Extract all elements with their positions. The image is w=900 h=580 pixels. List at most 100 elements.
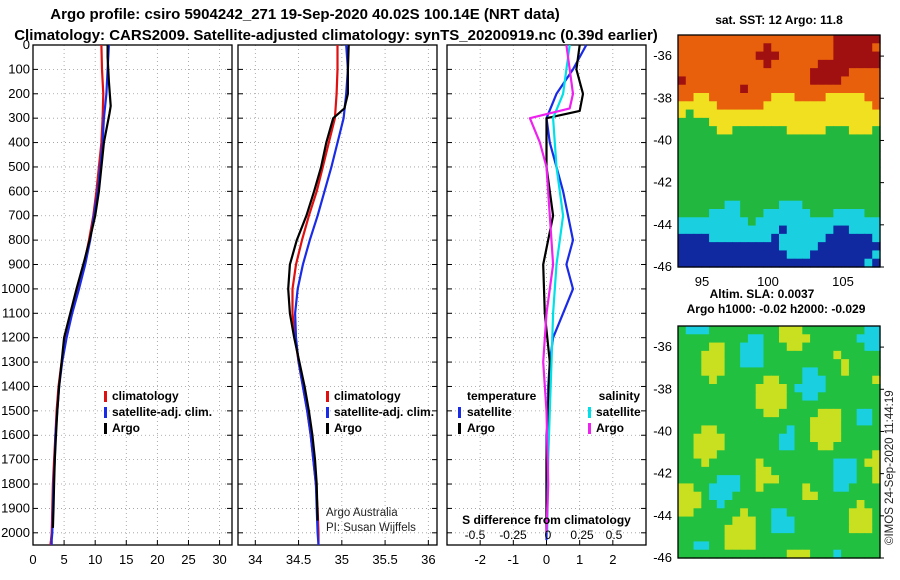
map-cell (747, 533, 757, 543)
map-cell (794, 225, 803, 235)
map-cell (786, 508, 796, 518)
map-cell (693, 384, 702, 393)
map-cell (786, 68, 796, 78)
map-cell (685, 101, 695, 111)
map-cell (755, 142, 765, 152)
map-cell (724, 68, 733, 78)
map-cell (763, 425, 772, 435)
map-cell (872, 425, 881, 435)
map-cell (755, 134, 765, 144)
map-cell (817, 142, 827, 152)
map-cell (724, 167, 733, 177)
map-cell (802, 68, 811, 78)
map-cell (825, 134, 834, 144)
map-cell (693, 326, 702, 335)
map-cell (794, 326, 803, 335)
map-cell (740, 142, 749, 152)
map-cell (825, 342, 834, 352)
map-cell (872, 209, 881, 218)
map-cell (872, 217, 881, 227)
map-cell (732, 342, 741, 352)
map-cell (825, 524, 834, 534)
map-cell (685, 483, 695, 493)
map-cell (833, 233, 842, 243)
legend-swatch (458, 423, 461, 434)
map-cell (763, 258, 772, 268)
map-cell (678, 500, 687, 509)
map-cell (856, 350, 866, 360)
map-cell (716, 233, 726, 243)
map-cell (701, 184, 710, 194)
map-cell (864, 242, 873, 252)
map-cell (864, 167, 873, 177)
map-cell (872, 466, 881, 476)
x-tick-label: -1 (508, 552, 520, 567)
map-cell (701, 151, 710, 160)
map-cell (716, 134, 726, 144)
map-cell (693, 142, 702, 152)
x-tick-label: 35.5 (372, 552, 397, 567)
map-cell (771, 35, 780, 44)
map-cell (740, 258, 749, 268)
map-cell (732, 367, 741, 377)
map-cell (701, 93, 710, 102)
map-cell (755, 516, 765, 526)
map-cell (716, 334, 726, 344)
map-cell (864, 417, 873, 427)
map-cell (747, 117, 757, 127)
map-cell (678, 442, 687, 451)
map-cell (833, 458, 842, 468)
legend-swatch (588, 423, 591, 434)
map-x-tick-label: 95 (695, 274, 709, 289)
map-cell (779, 209, 788, 218)
map-cell (732, 326, 741, 335)
map-cell (841, 516, 850, 526)
map-cell (802, 458, 811, 468)
x-tick-label: -2 (474, 552, 486, 567)
map-cell (716, 84, 726, 94)
map-cell (856, 541, 866, 551)
secondary-x-tick-label: -0.5 (465, 528, 486, 542)
map-cell (747, 359, 757, 369)
map-cell (810, 250, 819, 260)
map-cell (833, 450, 842, 460)
map-cell (732, 126, 741, 136)
map-cell (833, 217, 842, 227)
map-y-tick-label: -38 (653, 381, 672, 396)
map-cell (678, 384, 687, 393)
map-cell (825, 101, 834, 111)
map-cell (833, 151, 842, 160)
map-cell (771, 425, 780, 435)
map-cell (872, 233, 881, 243)
map-cell (872, 167, 881, 177)
map-cell (856, 233, 866, 243)
map-cell (841, 508, 850, 518)
map-cell (755, 35, 765, 44)
map-cell (833, 500, 842, 509)
map-cell (740, 475, 749, 485)
map-cell (779, 200, 788, 210)
map-cell (740, 342, 749, 352)
map-cell (794, 442, 803, 451)
map-cell (771, 408, 780, 418)
map-cell (817, 51, 827, 61)
map-cell (716, 549, 726, 559)
map-cell (833, 549, 842, 559)
map-cell (701, 541, 710, 551)
y-tick-label: 200 (8, 86, 30, 101)
map-cell (817, 442, 827, 451)
map-cell (771, 375, 780, 385)
map-cell (763, 524, 772, 534)
sla-map-title: Altim. SLA: 0.0037 (710, 287, 815, 301)
map-cell (724, 250, 733, 260)
map-cell (864, 483, 873, 493)
map-cell (693, 192, 702, 202)
map-cell (810, 433, 819, 443)
map-cell (864, 250, 873, 260)
secondary-x-tick-label: -0.25 (499, 528, 527, 542)
map-cell (810, 51, 819, 61)
map-cell (848, 516, 858, 526)
map-cell (740, 68, 749, 78)
map-cell (856, 51, 866, 61)
map-cell (763, 217, 772, 227)
